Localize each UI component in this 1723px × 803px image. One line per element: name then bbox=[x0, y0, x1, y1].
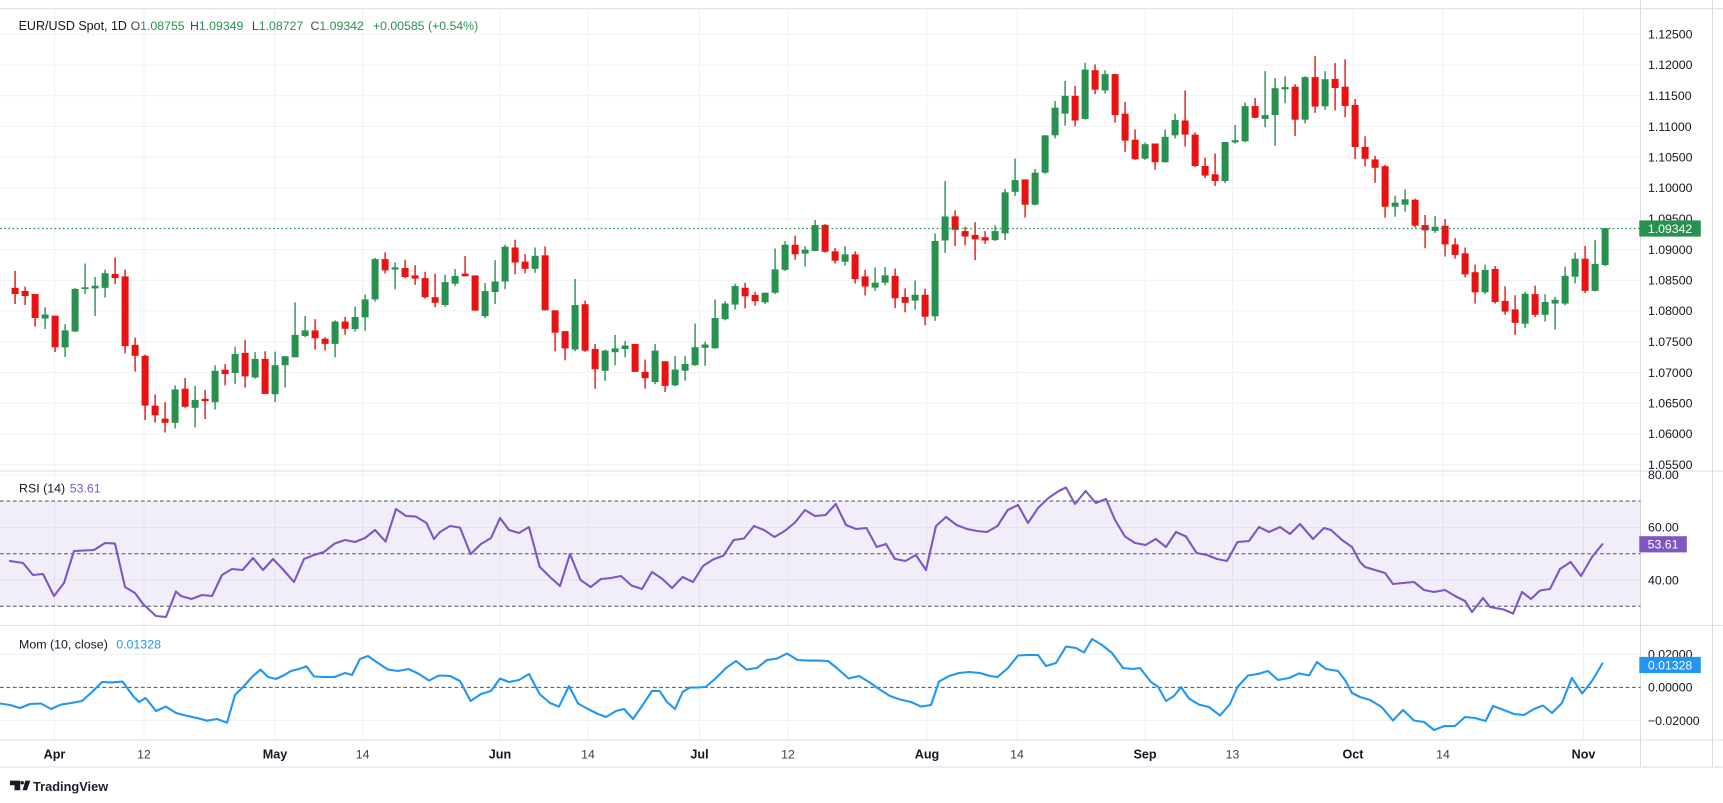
svg-text:+0.00585 (+0.54%): +0.00585 (+0.54%) bbox=[373, 19, 478, 33]
svg-text:RSI (14): RSI (14) bbox=[19, 481, 65, 495]
svg-text:Oct: Oct bbox=[1343, 748, 1365, 762]
svg-text:Aug: Aug bbox=[915, 748, 939, 762]
svg-text:EUR/USD Spot, 1D: EUR/USD Spot, 1D bbox=[19, 19, 127, 33]
svg-text:14: 14 bbox=[356, 748, 370, 762]
svg-text:1.08500: 1.08500 bbox=[1648, 274, 1693, 288]
svg-text:0.01328: 0.01328 bbox=[116, 637, 161, 651]
svg-text:Jul: Jul bbox=[690, 748, 708, 762]
svg-text:1.06000: 1.06000 bbox=[1648, 427, 1693, 441]
svg-text:1.10500: 1.10500 bbox=[1648, 151, 1693, 165]
svg-text:1.11000: 1.11000 bbox=[1648, 120, 1692, 134]
svg-text:1.12500: 1.12500 bbox=[1648, 28, 1693, 42]
svg-text:H1.09349: H1.09349 bbox=[190, 19, 244, 33]
svg-text:0.01328: 0.01328 bbox=[1648, 658, 1693, 672]
svg-text:1.06500: 1.06500 bbox=[1648, 397, 1693, 411]
svg-text:Jun: Jun bbox=[489, 748, 511, 762]
svg-text:Apr: Apr bbox=[44, 748, 66, 762]
svg-text:1.07500: 1.07500 bbox=[1648, 335, 1693, 349]
svg-text:Sep: Sep bbox=[1133, 748, 1156, 762]
svg-text:1.11500: 1.11500 bbox=[1648, 89, 1692, 103]
svg-text:Mom (10, close): Mom (10, close) bbox=[19, 637, 108, 651]
svg-text:80.00: 80.00 bbox=[1648, 468, 1679, 482]
svg-text:1.10000: 1.10000 bbox=[1648, 181, 1693, 195]
svg-text:13: 13 bbox=[1226, 748, 1240, 762]
svg-text:L1.08727: L1.08727 bbox=[252, 19, 303, 33]
svg-text:1.12000: 1.12000 bbox=[1648, 58, 1693, 72]
svg-text:53.61: 53.61 bbox=[1648, 538, 1679, 552]
svg-text:40.00: 40.00 bbox=[1648, 573, 1679, 587]
svg-text:53.61: 53.61 bbox=[70, 481, 101, 495]
svg-text:1.08000: 1.08000 bbox=[1648, 304, 1693, 318]
svg-text:14: 14 bbox=[581, 748, 595, 762]
svg-text:1.07000: 1.07000 bbox=[1648, 366, 1693, 380]
svg-text:May: May bbox=[263, 748, 288, 762]
svg-text:0.00000: 0.00000 bbox=[1648, 681, 1693, 695]
svg-text:12: 12 bbox=[781, 748, 795, 762]
svg-text:1.05500: 1.05500 bbox=[1648, 458, 1693, 472]
svg-text:1.09000: 1.09000 bbox=[1648, 243, 1693, 257]
svg-text:12: 12 bbox=[137, 748, 151, 762]
svg-text:Nov: Nov bbox=[1572, 748, 1596, 762]
svg-text:14: 14 bbox=[1436, 748, 1450, 762]
svg-text:C1.09342: C1.09342 bbox=[311, 19, 365, 33]
svg-text:TradingView: TradingView bbox=[33, 779, 108, 794]
svg-text:O1.08755: O1.08755 bbox=[131, 19, 185, 33]
svg-text:60.00: 60.00 bbox=[1648, 521, 1679, 535]
svg-text:14: 14 bbox=[1010, 748, 1024, 762]
svg-text:1.09342: 1.09342 bbox=[1648, 222, 1693, 236]
svg-text:−0.02000: −0.02000 bbox=[1648, 714, 1700, 728]
